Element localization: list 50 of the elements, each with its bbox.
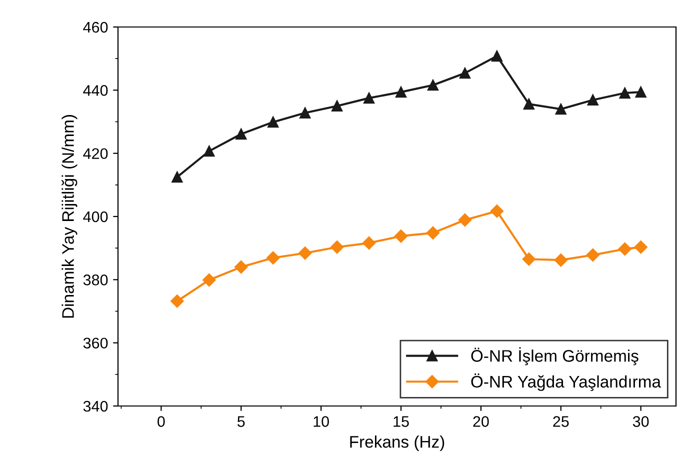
point: [394, 229, 408, 243]
point: [395, 86, 407, 98]
point: [362, 236, 376, 250]
point: [491, 50, 502, 62]
point: [619, 87, 630, 99]
legend-label: Ö-NR İşlem Görmemiş: [471, 347, 638, 366]
y-tick-label: 340: [83, 400, 108, 412]
point: [236, 128, 247, 140]
x-tick-label: 30: [632, 416, 649, 427]
y-tick-label: 460: [83, 22, 108, 33]
point: [458, 213, 472, 227]
point: [635, 86, 646, 98]
point: [490, 204, 504, 218]
y-axis-title: Dinamik Yay Rijitliği (N/mm): [61, 115, 78, 318]
x-tick-label: 15: [394, 416, 409, 427]
point: [555, 104, 566, 115]
y-tick-label: 380: [83, 274, 108, 286]
point: [172, 171, 183, 183]
point: [427, 80, 439, 91]
point: [426, 226, 440, 240]
x-tick-label: 0: [158, 416, 165, 427]
y-tick-label: 360: [83, 338, 108, 349]
y-tick-label: 440: [83, 85, 108, 96]
x-tick-label: 10: [314, 416, 329, 427]
point: [202, 273, 216, 287]
point: [634, 240, 648, 254]
point: [234, 260, 248, 274]
point: [331, 100, 343, 112]
point: [618, 242, 632, 256]
x-tick-label: 20: [473, 416, 489, 427]
point: [330, 240, 344, 254]
x-tick-label: 25: [553, 416, 569, 427]
point: [298, 246, 312, 260]
x-axis-title: Frekans (Hz): [350, 436, 444, 452]
legend-label: Ö-NR Yağda Yaşlandırma: [471, 374, 662, 391]
point: [170, 294, 184, 308]
point: [587, 94, 598, 106]
point: [204, 146, 215, 157]
point: [459, 68, 471, 79]
point: [522, 252, 536, 266]
point: [300, 107, 311, 118]
y-tick-label: 420: [83, 148, 108, 160]
point: [586, 248, 600, 262]
point: [523, 98, 534, 110]
x-tick-label: 5: [237, 416, 245, 427]
point: [554, 253, 568, 267]
point: [363, 92, 375, 104]
point: [266, 251, 280, 264]
point: [268, 116, 279, 128]
y-tick-label: 400: [83, 211, 108, 222]
